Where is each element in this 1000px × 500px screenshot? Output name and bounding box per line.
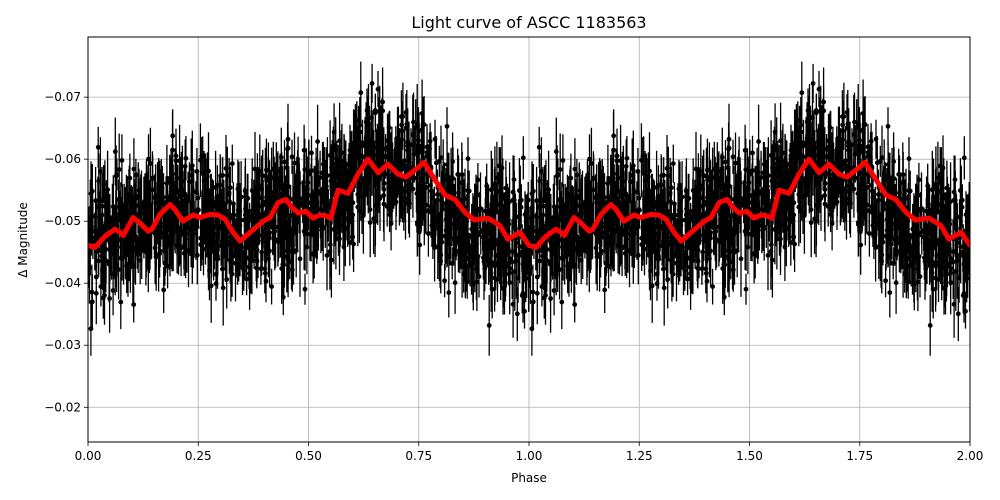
x-tick-label: 1.25: [626, 449, 653, 463]
x-tick-label: 2.00: [957, 449, 984, 463]
y-tick-label: −0.03: [44, 338, 81, 352]
y-tick-label: −0.06: [44, 152, 81, 166]
x-tick-label: 1.00: [516, 449, 543, 463]
y-tick-label: −0.04: [44, 276, 81, 290]
y-axis-label: Δ Magnitude: [16, 202, 30, 278]
chart-title: Light curve of ASCC 1183563: [411, 13, 646, 32]
binned-model-curve: [88, 156, 970, 250]
y-tick-label: −0.07: [44, 90, 81, 104]
x-tick-label: 0.00: [75, 449, 102, 463]
y-tick-label: −0.05: [44, 214, 81, 228]
x-axis-ticks: 0.00 0.25 0.50 0.75 1.00 1.25 1.50 1.75 2.00: [75, 442, 984, 463]
y-tick-label: −0.02: [44, 400, 81, 414]
x-tick-label: 0.25: [185, 449, 212, 463]
x-tick-label: 0.75: [405, 449, 432, 463]
x-tick-label: 1.75: [846, 449, 873, 463]
x-axis-label: Phase: [511, 471, 547, 485]
x-tick-label: 0.50: [295, 449, 322, 463]
y-axis-ticks: −0.07 −0.06 −0.05 −0.04 −0.03 −0.02: [44, 90, 88, 414]
x-tick-label: 1.50: [736, 449, 763, 463]
